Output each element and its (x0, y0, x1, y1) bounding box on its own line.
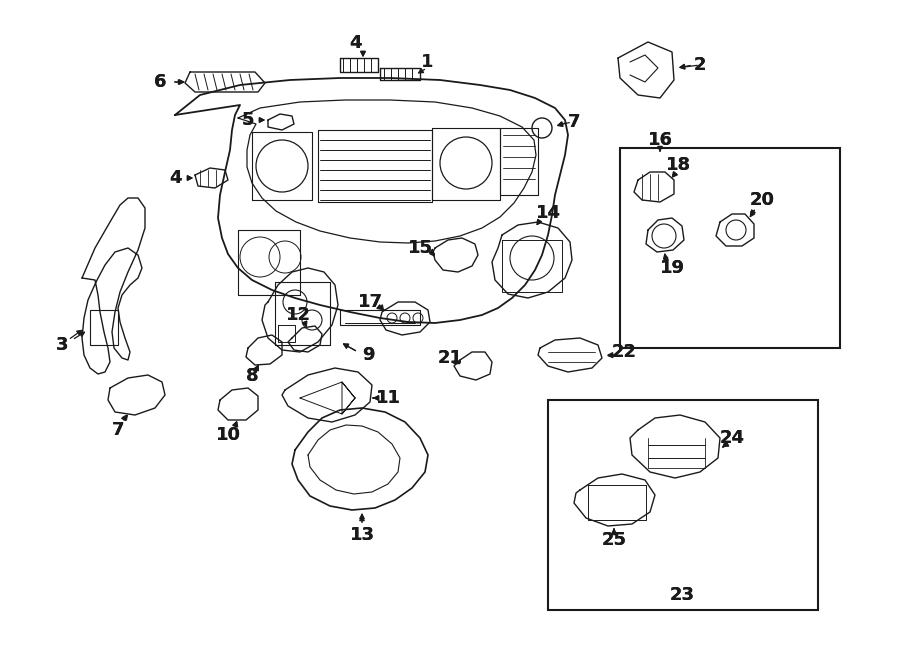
Bar (548, 400, 818, 610)
Text: 18: 18 (665, 156, 690, 174)
Text: 4: 4 (349, 34, 361, 52)
Text: 13: 13 (349, 526, 374, 544)
Text: 5: 5 (242, 111, 254, 129)
Text: 7: 7 (568, 113, 580, 131)
Text: 9: 9 (362, 346, 374, 364)
Text: 5: 5 (242, 111, 254, 129)
Text: 8: 8 (246, 367, 258, 385)
Text: 12: 12 (285, 306, 310, 324)
Text: 20: 20 (750, 191, 775, 209)
Text: 16: 16 (647, 131, 672, 149)
Text: 15: 15 (408, 239, 433, 257)
Text: 1: 1 (421, 53, 433, 71)
Text: 9: 9 (362, 346, 374, 364)
Text: 24: 24 (719, 429, 744, 447)
Text: 7: 7 (568, 113, 580, 131)
Text: 4: 4 (349, 34, 361, 52)
Bar (620, 148, 840, 348)
Text: 3: 3 (56, 336, 68, 354)
Text: 18: 18 (665, 156, 690, 174)
Text: 3: 3 (56, 336, 68, 354)
Text: 2: 2 (694, 56, 706, 74)
Text: 6: 6 (154, 73, 166, 91)
Text: 19: 19 (660, 259, 685, 277)
Text: 11: 11 (375, 389, 401, 407)
Text: 12: 12 (285, 306, 310, 324)
Text: 8: 8 (246, 367, 258, 385)
Text: 14: 14 (536, 204, 561, 222)
Text: 22: 22 (611, 343, 636, 361)
Text: 23: 23 (670, 586, 695, 604)
Text: 21: 21 (437, 349, 463, 367)
Text: 10: 10 (215, 426, 240, 444)
Text: 24: 24 (719, 429, 744, 447)
Text: 23: 23 (670, 586, 695, 604)
Text: 17: 17 (357, 293, 382, 311)
Text: 17: 17 (357, 293, 382, 311)
Text: 4: 4 (169, 169, 181, 187)
Text: 20: 20 (750, 191, 775, 209)
Text: 4: 4 (169, 169, 181, 187)
Text: 21: 21 (437, 349, 463, 367)
Text: 6: 6 (154, 73, 166, 91)
Text: 22: 22 (611, 343, 636, 361)
Text: 25: 25 (601, 531, 626, 549)
Text: 15: 15 (408, 239, 433, 257)
Text: 10: 10 (215, 426, 240, 444)
Text: 7: 7 (112, 421, 124, 439)
Text: 25: 25 (601, 531, 626, 549)
Text: 16: 16 (647, 131, 672, 149)
Text: 11: 11 (375, 389, 401, 407)
Text: 2: 2 (694, 56, 706, 74)
Text: 19: 19 (660, 259, 685, 277)
Text: 13: 13 (349, 526, 374, 544)
Text: 7: 7 (112, 421, 124, 439)
Text: 14: 14 (536, 204, 561, 222)
